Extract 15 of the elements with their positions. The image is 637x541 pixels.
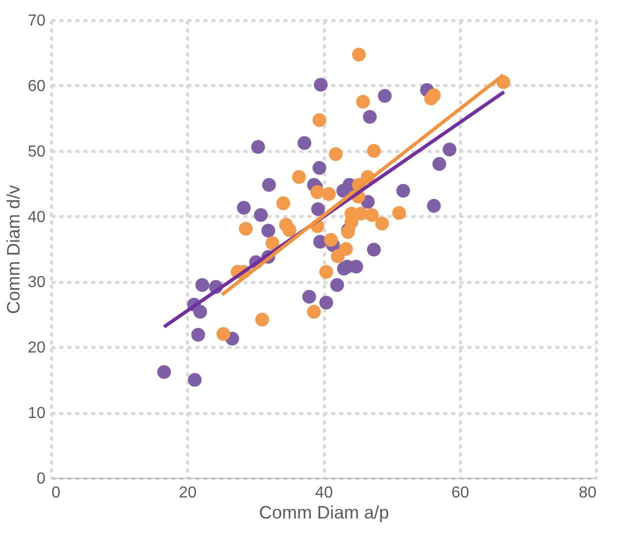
x-tick-label: 60: [451, 484, 470, 502]
y-tick-label: 20: [28, 340, 46, 357]
y-tick-label: 40: [28, 208, 46, 226]
y-tick-label: 30: [28, 274, 46, 292]
x-axis-title: Comm Diam a/p: [258, 502, 390, 522]
y-tick-label: 10: [28, 405, 46, 422]
y-axis-title: Comm Diam d/v: [4, 184, 24, 314]
y-tick-label: 50: [28, 143, 46, 160]
y-tick-label: 0: [36, 470, 46, 488]
x-tick-label: 20: [178, 484, 197, 502]
x-tick-label: 40: [315, 484, 333, 502]
x-tick-label: 0: [52, 484, 60, 502]
y-tick-label: 60: [28, 78, 46, 95]
y-tick-label: 70: [28, 12, 46, 30]
x-tick-label: 80: [578, 484, 597, 502]
